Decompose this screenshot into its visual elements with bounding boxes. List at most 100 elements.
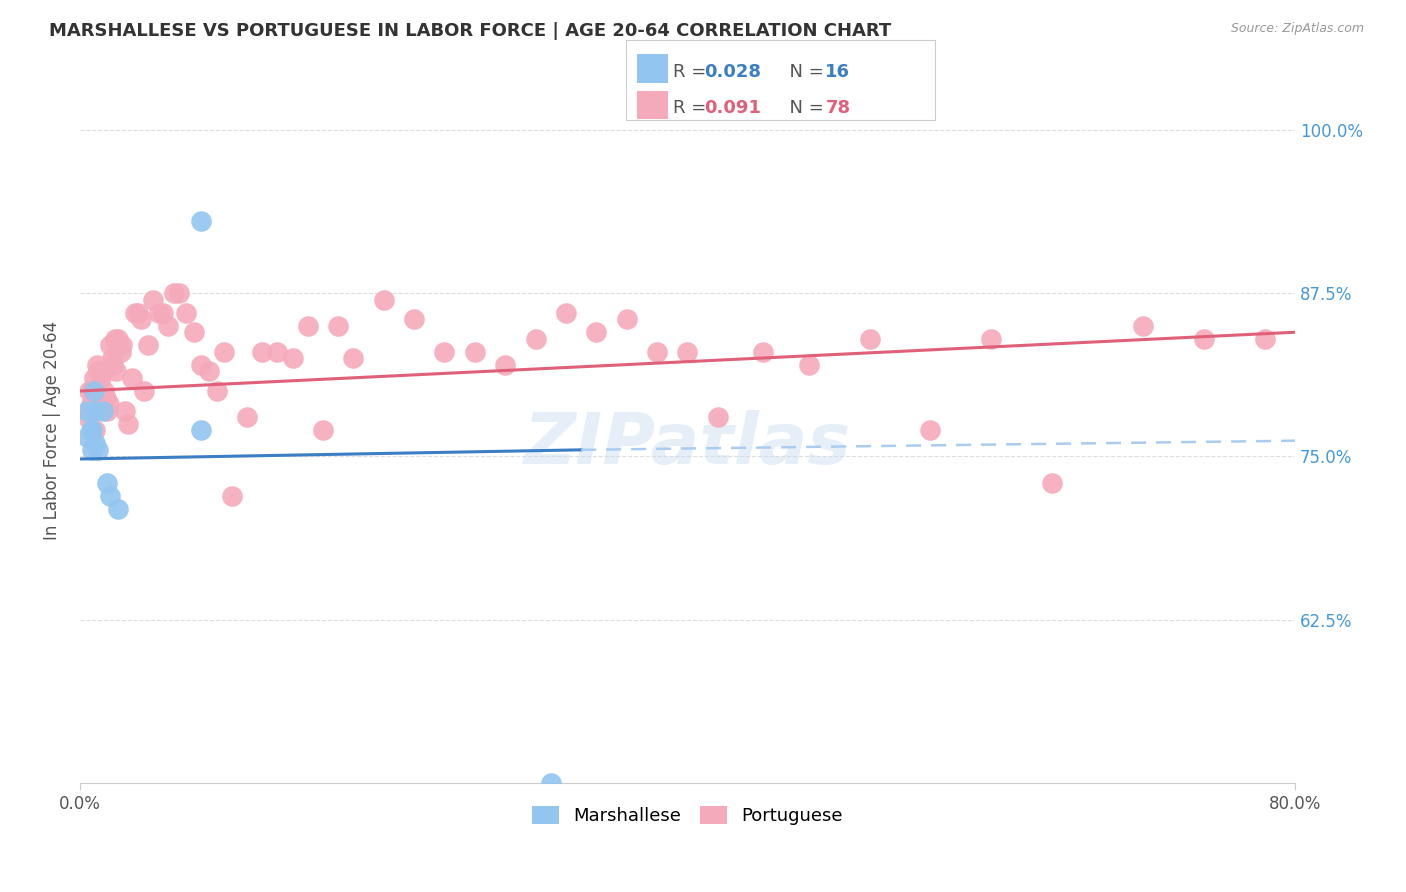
- Point: [76, 430, 98, 444]
- Point: [920, 423, 942, 437]
- Point: [83, 384, 105, 398]
- Point: [111, 338, 134, 352]
- Point: [98, 338, 121, 352]
- Text: R =: R =: [673, 99, 713, 118]
- Point: [212, 344, 235, 359]
- Point: [121, 371, 143, 385]
- Text: ZIPatlas: ZIPatlas: [524, 409, 851, 479]
- Point: [616, 312, 638, 326]
- Point: [797, 358, 820, 372]
- Point: [266, 344, 288, 359]
- Point: [198, 364, 221, 378]
- Point: [342, 351, 364, 366]
- Point: [494, 358, 516, 372]
- Point: [1040, 475, 1063, 490]
- Point: [80, 423, 103, 437]
- Point: [97, 397, 120, 411]
- Point: [676, 344, 699, 359]
- Text: MARSHALLESE VS PORTUGUESE IN LABOR FORCE | AGE 20-64 CORRELATION CHART: MARSHALLESE VS PORTUGUESE IN LABOR FORCE…: [49, 22, 891, 40]
- Point: [91, 364, 114, 378]
- Point: [87, 364, 110, 378]
- Point: [96, 475, 118, 490]
- Point: [312, 423, 335, 437]
- Point: [76, 403, 98, 417]
- Text: N =: N =: [778, 63, 830, 81]
- Point: [1315, 332, 1337, 346]
- Point: [297, 318, 319, 333]
- Point: [114, 403, 136, 417]
- Point: [183, 325, 205, 339]
- Point: [326, 318, 349, 333]
- Text: R =: R =: [673, 63, 713, 81]
- Point: [80, 442, 103, 457]
- Point: [77, 384, 100, 398]
- Point: [83, 371, 105, 385]
- Point: [156, 318, 179, 333]
- Point: [859, 332, 882, 346]
- Point: [281, 351, 304, 366]
- Point: [221, 489, 243, 503]
- Point: [96, 403, 118, 417]
- Point: [148, 305, 170, 319]
- Point: [84, 403, 107, 417]
- Point: [190, 423, 212, 437]
- Point: [752, 344, 775, 359]
- Point: [84, 423, 107, 437]
- Text: 16: 16: [825, 63, 851, 81]
- Point: [645, 344, 668, 359]
- Point: [103, 358, 125, 372]
- Point: [250, 344, 273, 359]
- Point: [236, 410, 259, 425]
- Point: [79, 423, 101, 437]
- Point: [142, 293, 165, 307]
- Point: [100, 351, 122, 366]
- Point: [190, 214, 212, 228]
- Point: [94, 391, 117, 405]
- Point: [980, 332, 1002, 346]
- Point: [80, 384, 103, 398]
- Point: [93, 384, 115, 398]
- Y-axis label: In Labor Force | Age 20-64: In Labor Force | Age 20-64: [44, 321, 60, 540]
- Point: [1375, 332, 1398, 346]
- Point: [540, 776, 562, 790]
- Point: [1132, 318, 1154, 333]
- Point: [152, 305, 174, 319]
- Point: [205, 384, 228, 398]
- Point: [107, 501, 129, 516]
- Point: [127, 305, 149, 319]
- Point: [90, 371, 112, 385]
- Point: [190, 358, 212, 372]
- Point: [84, 436, 107, 450]
- Point: [707, 410, 730, 425]
- Point: [79, 397, 101, 411]
- Point: [1375, 450, 1398, 464]
- Point: [1253, 332, 1275, 346]
- Point: [89, 391, 111, 405]
- Text: 0.091: 0.091: [704, 99, 761, 118]
- Text: N =: N =: [778, 99, 830, 118]
- Point: [1375, 332, 1398, 346]
- Point: [86, 358, 108, 372]
- Point: [167, 286, 190, 301]
- Point: [373, 293, 395, 307]
- Point: [105, 364, 128, 378]
- Point: [87, 442, 110, 457]
- Point: [136, 338, 159, 352]
- Point: [524, 332, 547, 346]
- Point: [555, 305, 578, 319]
- Text: 0.028: 0.028: [704, 63, 762, 81]
- Point: [163, 286, 186, 301]
- Point: [174, 305, 197, 319]
- Point: [91, 403, 114, 417]
- Point: [110, 344, 132, 359]
- Point: [433, 344, 456, 359]
- Text: 78: 78: [825, 99, 851, 118]
- Point: [76, 410, 98, 425]
- Point: [1192, 332, 1215, 346]
- Point: [107, 332, 129, 346]
- Point: [129, 312, 152, 326]
- Point: [402, 312, 425, 326]
- Point: [464, 344, 486, 359]
- Text: Source: ZipAtlas.com: Source: ZipAtlas.com: [1230, 22, 1364, 36]
- Point: [104, 332, 127, 346]
